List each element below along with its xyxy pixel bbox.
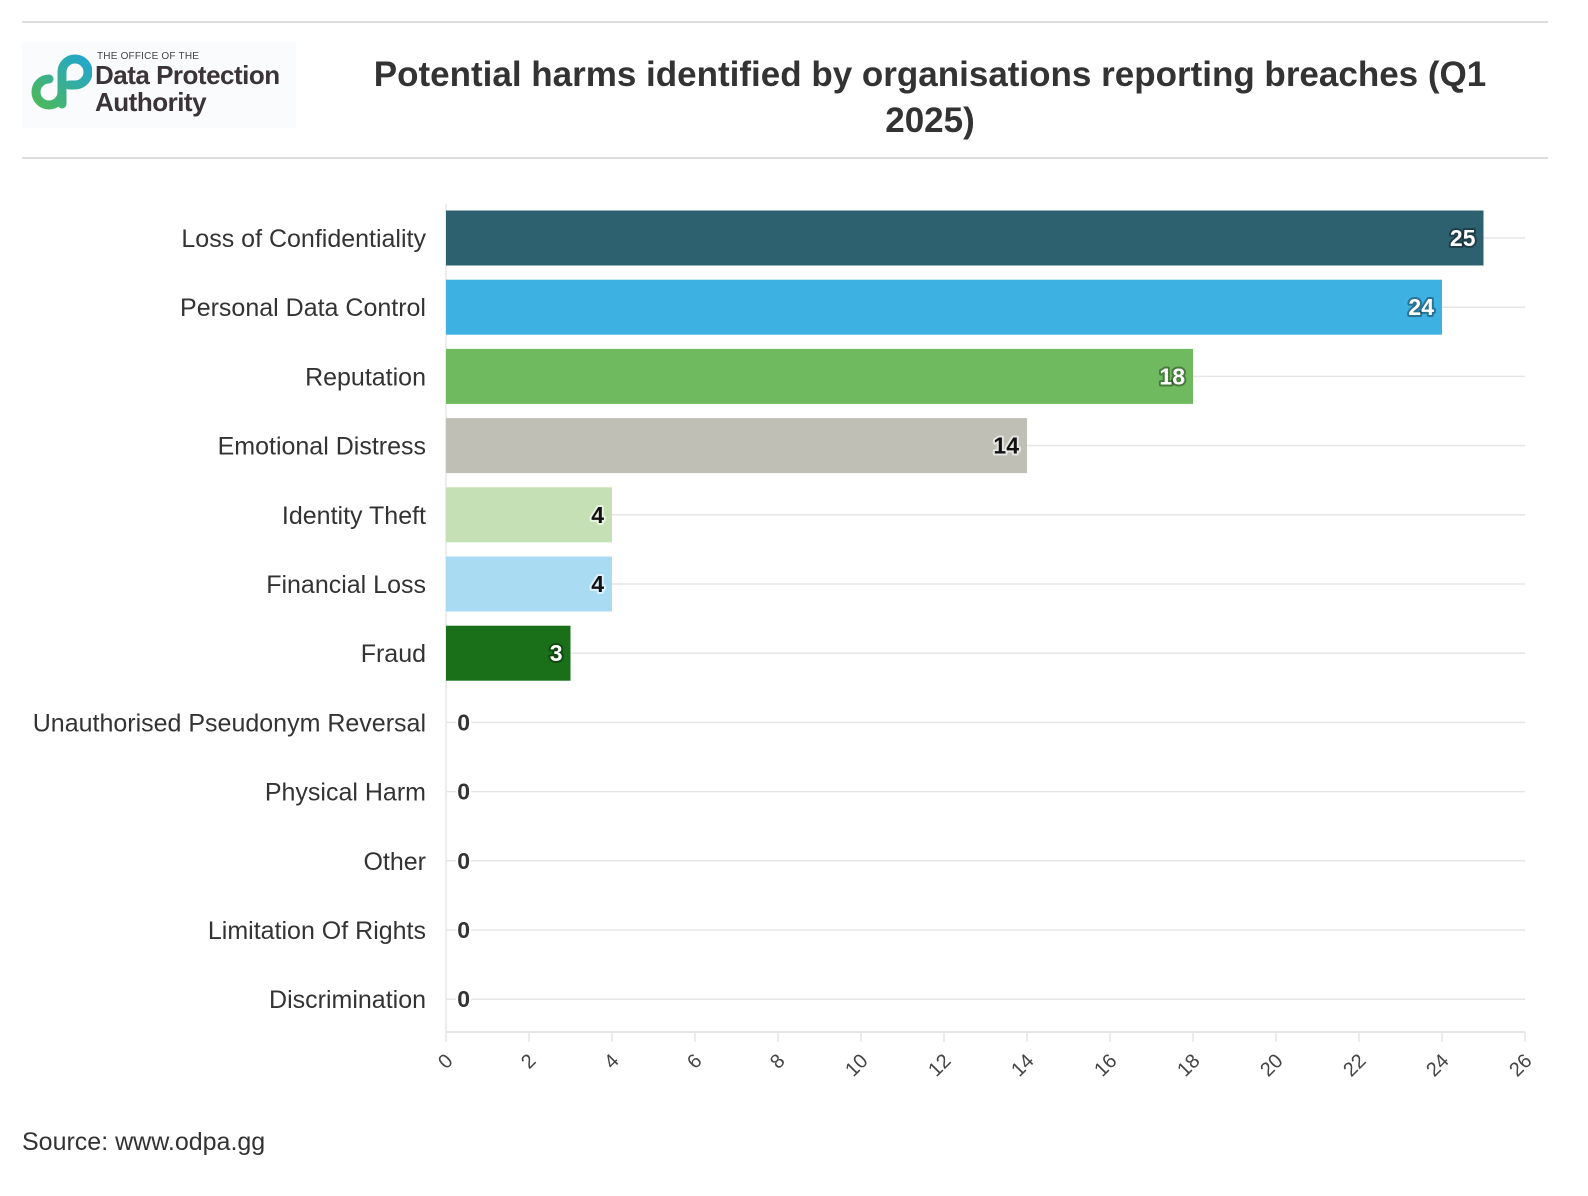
category-label: Financial Loss (266, 571, 426, 599)
header-rule (22, 157, 1548, 159)
data-label: 14 (993, 433, 1019, 459)
category-label: Reputation (305, 363, 426, 391)
x-tick-label: 14 (1007, 1050, 1038, 1081)
logo-text: Data Protection Authority (95, 60, 280, 117)
x-tick-label: 0 (434, 1050, 457, 1073)
category-label: Other (363, 848, 426, 876)
bar (446, 348, 1193, 404)
bar (446, 487, 612, 543)
data-label: 18 (1159, 363, 1185, 389)
category-label: Emotional Distress (218, 433, 426, 461)
data-label: 25 (1450, 225, 1476, 251)
x-tick-label: 4 (600, 1050, 623, 1073)
source-note: Source: www.odpa.gg (22, 1128, 266, 1156)
category-label: Discrimination (269, 986, 426, 1014)
x-tick-label: 6 (683, 1050, 706, 1073)
bar (446, 625, 571, 681)
category-label: Personal Data Control (180, 294, 426, 322)
category-label: Loss of Confidentiality (181, 225, 426, 253)
x-tick-label: 26 (1505, 1050, 1536, 1081)
odpa-logo: THE OFFICE OF THE Data Protection Authori… (22, 42, 296, 128)
chart-title: Potential harms identified by organisati… (373, 55, 1487, 140)
category-label: Unauthorised Pseudonym Reversal (33, 709, 426, 737)
x-tick-label: 12 (924, 1050, 955, 1081)
data-label: 0 (457, 709, 470, 735)
x-tick-label: 22 (1339, 1050, 1370, 1081)
data-label: 3 (550, 640, 563, 666)
data-label: 0 (457, 779, 470, 805)
data-label: 4 (591, 502, 604, 528)
data-label: 4 (591, 571, 604, 597)
x-tick-label: 16 (1090, 1050, 1121, 1081)
x-tick-label: 20 (1256, 1050, 1287, 1081)
x-tick-label: 24 (1422, 1050, 1453, 1081)
data-label: 0 (457, 917, 470, 943)
logo-mark-icon (31, 54, 93, 110)
category-label: Identity Theft (282, 502, 426, 530)
category-label: Limitation Of Rights (208, 917, 426, 945)
x-tick-label: 2 (517, 1050, 540, 1073)
top-rule (22, 21, 1548, 23)
logo-text-small: THE OFFICE OF THE (97, 51, 200, 62)
category-label: Fraud (361, 640, 426, 668)
bar (446, 210, 1484, 266)
bar (446, 279, 1442, 335)
data-label: 24 (1408, 294, 1434, 320)
bar (446, 556, 612, 612)
bar (446, 418, 1027, 474)
x-tick-label: 10 (841, 1050, 872, 1081)
x-tick-label: 8 (766, 1050, 789, 1073)
x-tick-label: 18 (1173, 1050, 1204, 1081)
data-label: 0 (457, 848, 470, 874)
data-label: 0 (457, 986, 470, 1012)
category-label: Physical Harm (265, 779, 426, 807)
